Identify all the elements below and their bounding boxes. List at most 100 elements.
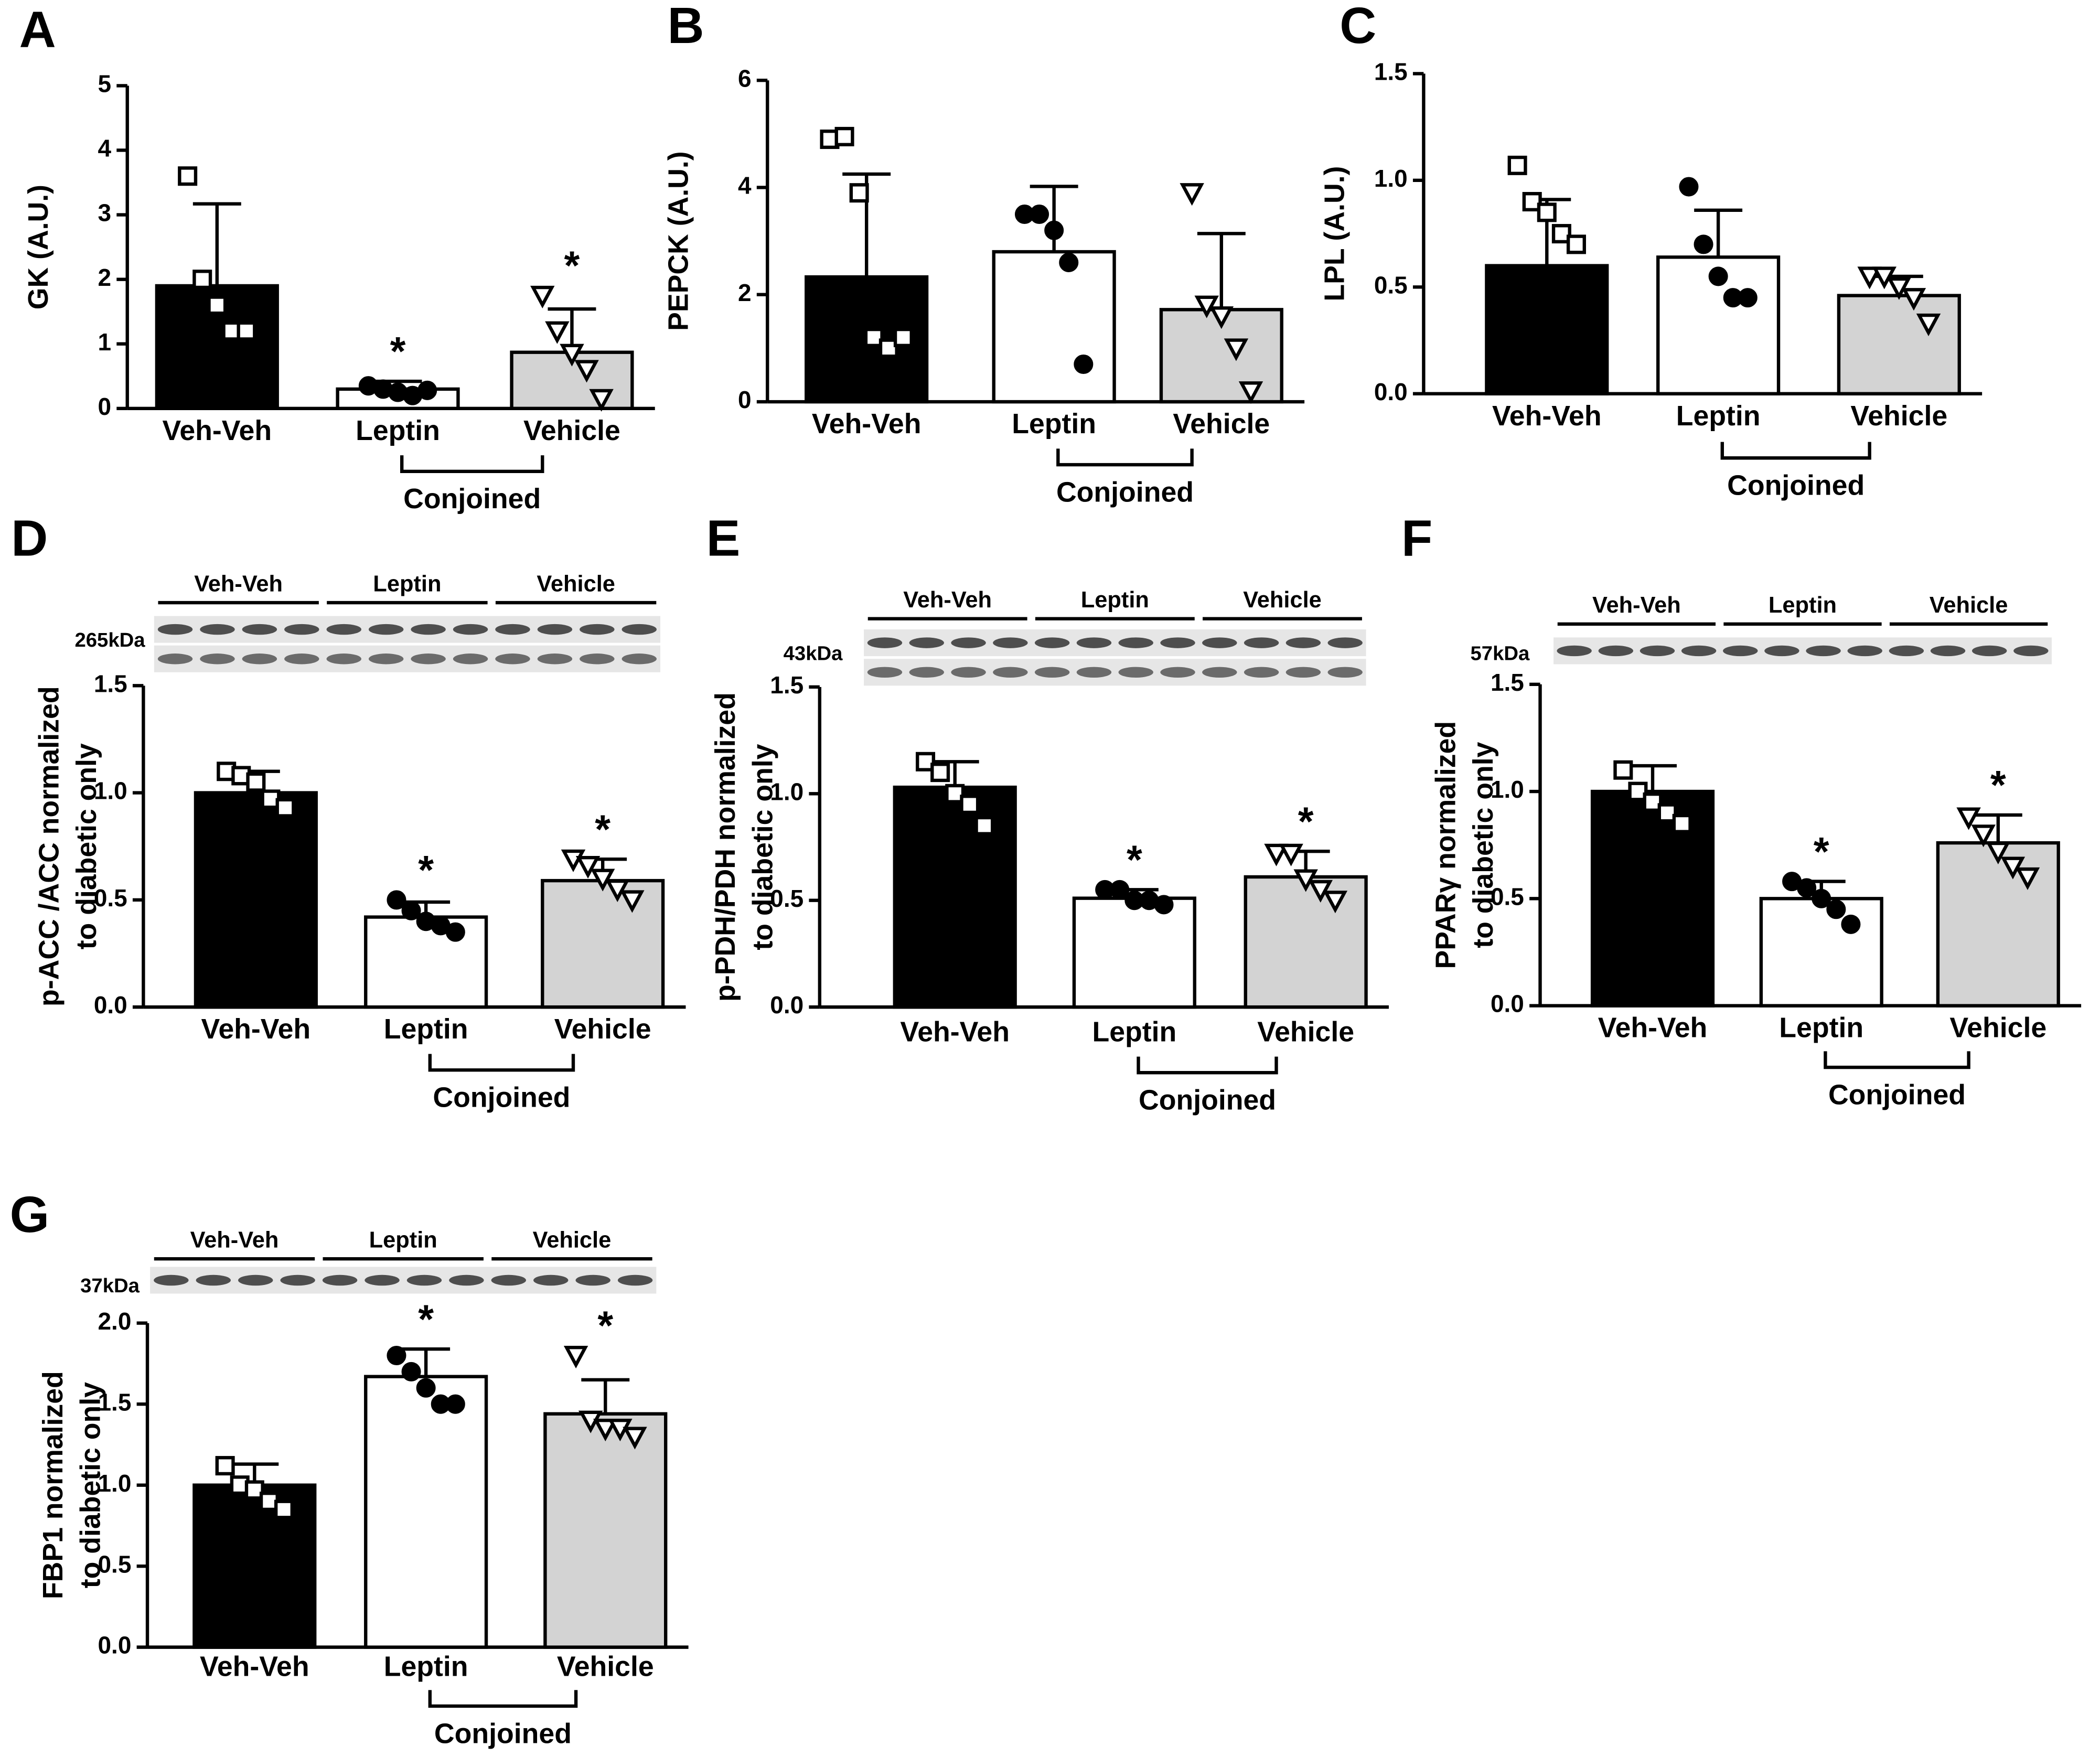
- blot-size-label: 265kDa: [74, 629, 145, 651]
- y-tick-label: 0.5: [98, 1550, 132, 1578]
- data-point: [1986, 841, 2010, 865]
- data-point: [1916, 313, 1941, 337]
- blot-band: [1598, 645, 1633, 657]
- y-tick-label: 0.5: [1491, 883, 1524, 910]
- data-point: [1887, 277, 1912, 300]
- blot-band: [453, 653, 488, 665]
- blot-group-label: Leptin: [1769, 593, 1837, 618]
- data-point: [574, 360, 599, 383]
- blot-band: [622, 624, 657, 635]
- blot-band: [238, 1274, 273, 1286]
- data-point: [589, 389, 614, 412]
- blot-band: [1244, 667, 1279, 678]
- blot-band: [951, 667, 986, 678]
- data-point: [563, 1345, 588, 1369]
- bar: [1759, 897, 1883, 1008]
- y-tick-label: 1.0: [1491, 776, 1524, 803]
- data-point: [849, 183, 869, 203]
- y-tick-label: 6: [738, 65, 752, 92]
- y-axis-label: FBP1 normalized: [37, 1371, 69, 1599]
- y-tick-label: 4: [738, 172, 752, 199]
- blot-group-label: Vehicle: [1930, 593, 2008, 618]
- blot-band: [1847, 645, 1882, 657]
- significance-marker: *: [418, 1297, 434, 1342]
- data-point: [401, 901, 421, 920]
- y-tick-label: 2: [738, 279, 752, 306]
- x-tick-label: Veh-Veh: [201, 1013, 311, 1045]
- data-point: [545, 321, 570, 344]
- y-tick-label: 0.5: [94, 884, 127, 912]
- y-tick-label: 1: [98, 328, 112, 356]
- blot-band: [909, 667, 944, 678]
- x-tick-label: Leptin: [1676, 400, 1761, 432]
- blot-strip: [150, 1267, 657, 1294]
- blot-group-label: Vehicle: [533, 1227, 612, 1252]
- blot-band: [491, 1274, 527, 1286]
- data-point: [445, 1394, 465, 1414]
- blot-group-label: Leptin: [369, 1227, 437, 1252]
- blot-band: [365, 1274, 400, 1286]
- bracket-label: Conjoined: [1727, 470, 1865, 501]
- x-tick-label: Vehicle: [1173, 408, 1270, 440]
- data-point: [1507, 155, 1527, 175]
- y-tick-label: 1.0: [94, 777, 127, 805]
- data-point: [178, 166, 198, 186]
- blot-band: [368, 653, 404, 665]
- data-point: [1074, 355, 1094, 374]
- data-point: [1613, 760, 1633, 780]
- bracket: [428, 1054, 575, 1072]
- data-point: [1154, 895, 1174, 915]
- data-point: [246, 772, 266, 792]
- data-point: [1679, 177, 1699, 197]
- x-tick-label: Veh-Veh: [1492, 400, 1602, 432]
- blot-band: [993, 637, 1028, 648]
- panel: A GK (A.U.) 0 1 2 3 4 5 Veh-Veh Leptin * Vehicle * Co…: [19, 1, 655, 515]
- x-tick-label: Vehicle: [1949, 1012, 2047, 1044]
- data-point: [1180, 183, 1204, 206]
- blot-band: [575, 1274, 610, 1286]
- x-tick-label: Vehicle: [557, 1651, 654, 1683]
- blot-band: [1034, 667, 1070, 678]
- significance-marker: *: [390, 329, 406, 374]
- blot-band: [867, 667, 903, 678]
- panel: G FBP1 normalized to diabetic only 0.0 0.5 1.…: [10, 1186, 689, 1749]
- data-point: [1238, 381, 1263, 404]
- blot-band: [200, 624, 235, 635]
- bar: [364, 915, 488, 1009]
- blot-size-label: 57kDa: [1470, 642, 1530, 665]
- data-point: [930, 763, 950, 783]
- blot-band: [1202, 637, 1237, 648]
- y-tick-label: 4: [98, 135, 112, 162]
- data-point: [387, 890, 406, 910]
- blot-band: [533, 1274, 569, 1286]
- blot-band: [326, 624, 361, 635]
- data-point: [1628, 781, 1648, 801]
- bar: [194, 791, 318, 1009]
- x-tick-label: Leptin: [1779, 1012, 1863, 1044]
- blot-band: [154, 1274, 189, 1286]
- x-tick-label: Leptin: [384, 1013, 468, 1045]
- y-tick-label: 0.0: [1491, 990, 1524, 1017]
- data-point: [1901, 288, 1926, 311]
- blot-band: [368, 624, 404, 635]
- y-tick-label: 1.5: [94, 670, 127, 697]
- blot-size-label: 37kDa: [80, 1274, 140, 1297]
- blot-band: [993, 667, 1028, 678]
- blot-band: [1889, 645, 1924, 657]
- x-tick-label: Veh-Veh: [812, 408, 922, 440]
- x-tick-label: Vehicle: [523, 415, 620, 446]
- y-axis-label: p-ACC /ACC normalized: [33, 686, 65, 1006]
- significance-marker: *: [564, 244, 580, 288]
- blot-band: [537, 653, 573, 665]
- blot-group-label: Leptin: [1081, 587, 1149, 613]
- data-point: [960, 795, 980, 815]
- x-tick-label: Leptin: [384, 1651, 468, 1683]
- bracket: [1056, 448, 1194, 467]
- bar: [1936, 841, 2060, 1008]
- y-tick-label: 0.0: [770, 991, 803, 1019]
- y-tick-label: 2.0: [98, 1308, 132, 1335]
- significance-marker: *: [1990, 763, 2006, 808]
- blot-band: [495, 624, 530, 635]
- data-point: [974, 816, 994, 835]
